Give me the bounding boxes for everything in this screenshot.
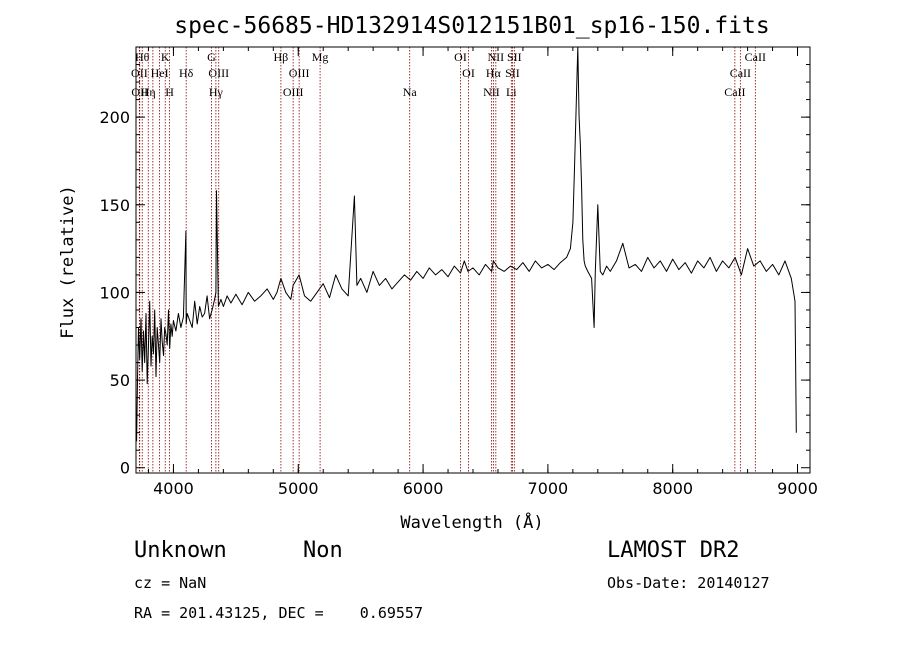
line-marker-label: CaII	[724, 85, 745, 99]
line-marker-label: Hη	[141, 85, 156, 99]
line-marker-label: HeI	[151, 66, 169, 80]
line-marker-label: H	[165, 85, 174, 99]
line-marker-label: Hδ	[179, 66, 194, 80]
y-tick-label: 100	[99, 283, 130, 302]
y-tick-label: 0	[120, 459, 130, 478]
line-marker-label: Mg	[312, 50, 329, 64]
y-tick-label: 50	[110, 371, 130, 390]
subclass-label: Non	[303, 538, 343, 563]
plot-area	[136, 46, 797, 442]
line-markers: OIIOIIHθHηHeIKHHδGHγOIIIHβOIIIOIIIMgNaOI…	[131, 47, 766, 473]
line-marker-label: OIII	[208, 66, 229, 80]
x-tick-label: 7000	[528, 479, 569, 498]
x-tick-label: 6000	[403, 479, 444, 498]
line-marker-label: Li	[506, 85, 517, 99]
line-marker-label: SII	[507, 50, 522, 64]
survey-label: LAMOST DR2	[607, 538, 740, 563]
line-marker-label: CaII	[745, 50, 766, 64]
x-tick-label: 4000	[153, 479, 194, 498]
chart-title: spec-56685-HD132914S012151B01_sp16-150.f…	[174, 13, 769, 39]
y-axis-label: Flux (relative)	[58, 185, 78, 339]
class-label: Unknown	[134, 538, 227, 563]
line-marker-label: CaII	[730, 66, 751, 80]
x-tick-label: 5000	[278, 479, 319, 498]
line-marker-label: OI	[454, 50, 467, 64]
spectrum-line	[136, 46, 797, 442]
line-marker-label: NII	[488, 50, 505, 64]
line-marker-label: NII	[483, 85, 500, 99]
y-tick-label: 150	[99, 196, 130, 215]
x-tick-label: 9000	[777, 479, 818, 498]
line-marker-label: SII	[505, 66, 520, 80]
x-tick-label: 8000	[652, 479, 693, 498]
line-marker-label: K	[161, 50, 170, 64]
line-marker-label: OII	[131, 66, 148, 80]
axes: 4000 5000 6000 7000 8000 9000 0 50 100 150 200	[99, 46, 818, 498]
line-marker-label: Hγ	[209, 85, 224, 99]
line-marker-label: OIII	[283, 85, 304, 99]
line-marker-label: Hα	[486, 66, 502, 80]
line-marker-label: Hθ	[135, 50, 150, 64]
obs-date-label: Obs-Date: 20140127	[607, 574, 770, 592]
line-marker-label: Na	[403, 85, 418, 99]
line-marker-label: Hβ	[274, 50, 289, 64]
line-marker-label: OIII	[289, 66, 310, 80]
coordinates-label: RA = 201.43125, DEC = 0.69557	[134, 604, 423, 622]
line-marker-label: OI	[462, 66, 475, 80]
line-marker-label: G	[207, 50, 216, 64]
y-tick-label: 200	[99, 108, 130, 127]
x-axis-label: Wavelength (Å)	[400, 511, 543, 533]
redshift-label: cz = NaN	[134, 574, 207, 592]
